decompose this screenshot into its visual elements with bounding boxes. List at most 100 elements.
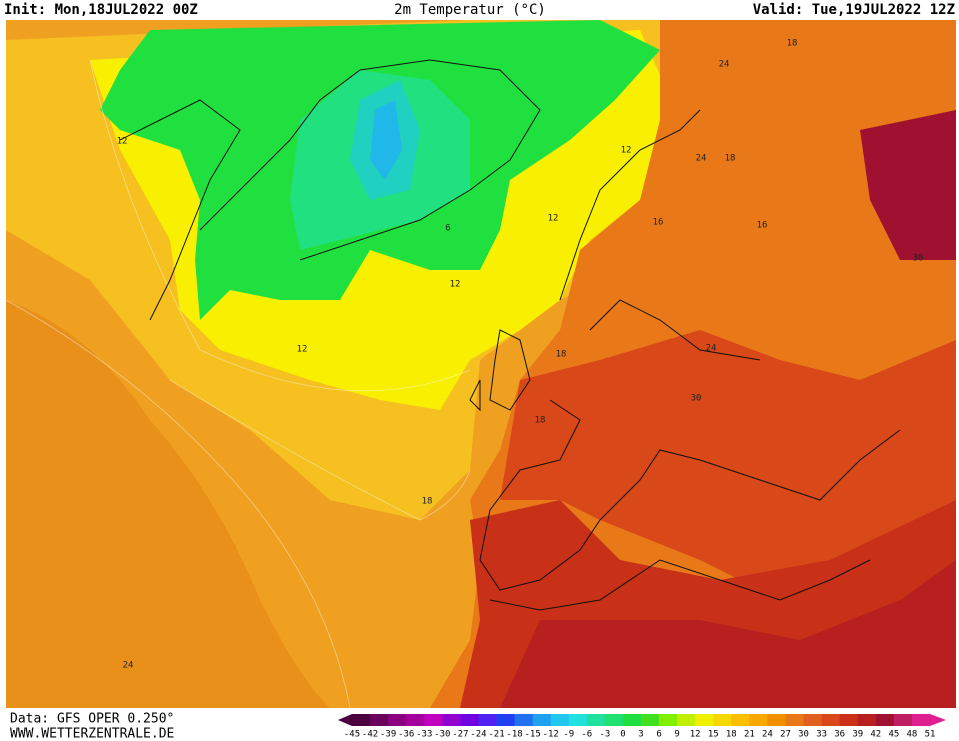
- contour-label: 18: [556, 350, 567, 360]
- colorbar-tick-label: -45: [344, 730, 360, 740]
- colorbar-tick-label: -3: [599, 730, 610, 740]
- contour-label: 16: [653, 218, 664, 228]
- colorbar-tick-label: -6: [581, 730, 592, 740]
- colorbar-tick-label: -27: [452, 730, 468, 740]
- colorbar-swatch: [875, 714, 895, 726]
- colorbar-arrow-high: [930, 714, 946, 726]
- colorbar-tick-label: 24: [762, 730, 773, 740]
- colorbar-tick-label: 9: [674, 730, 679, 740]
- coastline-scandinavia: [559, 109, 761, 361]
- contour-label: 12: [450, 280, 461, 290]
- colorbar-swatch: [659, 714, 678, 726]
- colorbar-tick-label: 27: [780, 730, 791, 740]
- colorbar-tick-label: 42: [870, 730, 881, 740]
- colorbar-swatch: [388, 714, 407, 726]
- contour-label: 30: [691, 394, 702, 404]
- colorbar-swatch: [496, 714, 516, 726]
- colorbar-swatch: [713, 714, 732, 726]
- colorbar-tick-label: -9: [563, 730, 574, 740]
- colorbar-swatch: [857, 714, 877, 726]
- colorbar-tick-label: 3: [638, 730, 643, 740]
- contour-label: 24: [719, 60, 730, 70]
- coastline-greenland: [199, 59, 541, 261]
- isotherm: [5, 299, 351, 709]
- colorbar-swatch: [442, 714, 461, 726]
- contour-label: 12: [621, 146, 632, 156]
- europe-hot: [500, 330, 956, 600]
- contour-label: 12: [548, 214, 559, 224]
- colorbar-swatch: [622, 714, 642, 726]
- contour-label: 24: [123, 661, 134, 671]
- colorbar-tick-label: -24: [470, 730, 486, 740]
- contour-label: 18: [535, 416, 546, 426]
- colorbar-tick-label: 30: [798, 730, 809, 740]
- colorbar-swatch: [370, 714, 389, 726]
- colorbar-swatch: [803, 714, 823, 726]
- colorbar-swatch: [586, 714, 606, 726]
- isotherm: [169, 379, 471, 521]
- colorbar-tick-label: -42: [362, 730, 378, 740]
- colorbar-tick-label: -33: [416, 730, 432, 740]
- contour-label: 18: [725, 154, 736, 164]
- isotherm: [89, 59, 471, 392]
- colorbar-tick-label: 45: [888, 730, 899, 740]
- website: WWW.WETTERZENTRALE.DE: [10, 727, 174, 741]
- contour-label: 18: [787, 39, 798, 49]
- colorbar-swatch: [424, 714, 443, 726]
- russia-hot: [860, 110, 956, 260]
- contour-labels: 12 12 12 12 12 6 18 18 18 24 18 24 16 16 18 24 30 30 24: [117, 39, 924, 671]
- colorbar-swatch: [514, 714, 534, 726]
- colorbar-swatch: [911, 714, 931, 726]
- contour-label: 24: [706, 344, 717, 354]
- coastline-africa: [489, 559, 871, 611]
- colorbar-tick-label: 12: [690, 730, 701, 740]
- colorbar-tick-label: 15: [708, 730, 719, 740]
- colorbar-tick-label: 0: [620, 730, 625, 740]
- colorbar-arrow-low: [338, 714, 352, 726]
- warm-ocean-sw: [6, 300, 330, 708]
- colorbar-swatch: [478, 714, 497, 726]
- colorbar-tick-label: -39: [380, 730, 396, 740]
- valid-time: Valid: Tue,19JUL2022 12Z: [753, 2, 955, 18]
- colorbar-swatch: [406, 714, 425, 726]
- colorbar-swatch: [893, 714, 913, 726]
- colorbar-tick-label: 33: [816, 730, 827, 740]
- colorbar-tick-label: 18: [726, 730, 737, 740]
- map-title: 2m Temperatur (°C): [394, 2, 546, 18]
- greenland-coldest: [370, 100, 402, 180]
- colorbar-tick-label: -18: [506, 730, 522, 740]
- colorbar-swatch: [821, 714, 841, 726]
- contour-label: 24: [696, 154, 707, 164]
- coastline-canada: [119, 99, 241, 321]
- data-source: Data: GFS OPER 0.250°: [10, 712, 174, 727]
- colorbar-swatch: [695, 714, 714, 726]
- colorbar-swatch: [785, 714, 805, 726]
- coastline-british-isles: [469, 329, 531, 412]
- colorbar-swatch: [532, 714, 552, 726]
- colorbar-tick-label: 6: [656, 730, 661, 740]
- colorbar-swatch: [677, 714, 696, 726]
- contour-label: 16: [757, 221, 768, 231]
- colorbar-tick-label: -30: [434, 730, 450, 740]
- colorbar-tick-label: -12: [543, 730, 559, 740]
- coastline-europe: [479, 399, 901, 591]
- colorbar-tick-label: -36: [398, 730, 414, 740]
- map: [5, 20, 956, 709]
- colorbar-swatch: [568, 714, 588, 726]
- colorbar-swatch: [550, 714, 570, 726]
- colorbar-tick-label: 51: [925, 730, 936, 740]
- colorbar: -45 -42 -39 -36 -33 -30 -27 -24 -21 -18 -15 -12 -9 -6…: [338, 714, 946, 740]
- colorbar-tick-label: 48: [907, 730, 918, 740]
- colorbar-swatch: [641, 714, 660, 726]
- colorbar-tick-label: -21: [488, 730, 504, 740]
- colorbar-swatch: [749, 714, 768, 726]
- colorbar-tick-label: 21: [744, 730, 755, 740]
- sahara-very-hot: [500, 560, 956, 708]
- contour-label: 12: [297, 345, 308, 355]
- colorbar-swatch: [460, 714, 479, 726]
- colorbar-swatch: [604, 714, 624, 726]
- colorbar-swatch: [731, 714, 750, 726]
- header-bar: [0, 0, 959, 20]
- colorbar-swatch: [352, 714, 371, 726]
